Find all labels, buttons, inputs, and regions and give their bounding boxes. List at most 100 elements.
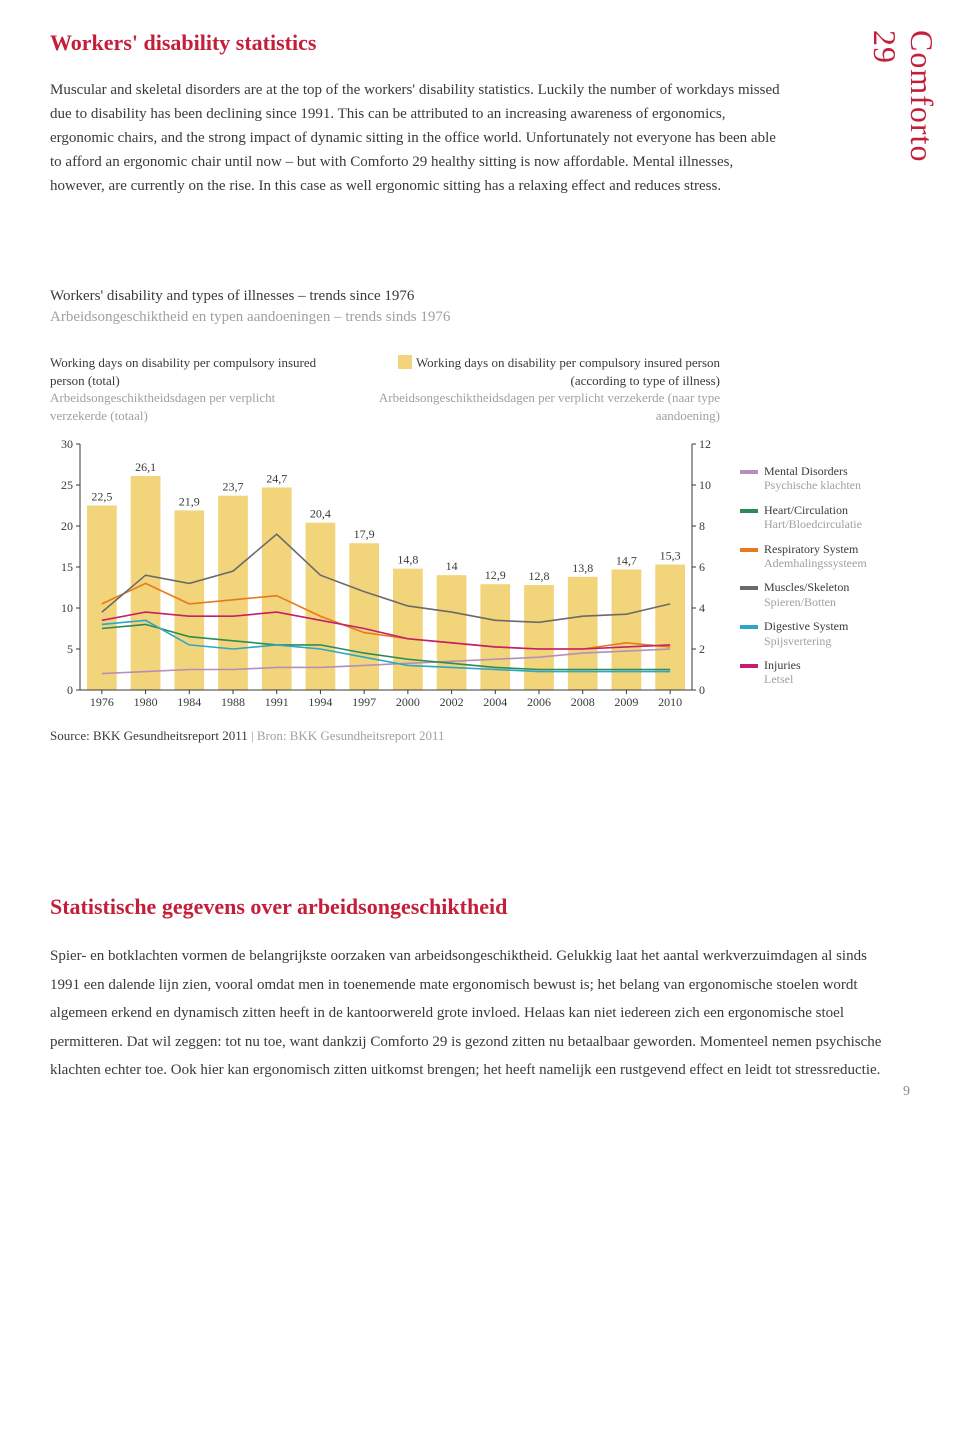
svg-text:10: 10	[699, 478, 711, 492]
legend-nl: Spieren/Botten	[764, 595, 849, 609]
svg-text:24,7: 24,7	[266, 472, 287, 486]
left-axis-nl: Arbeidsongeschiktheidsdagen per verplich…	[50, 389, 330, 424]
legend-text: InjuriesLetsel	[764, 658, 801, 687]
legend-en: Digestive System	[764, 619, 848, 633]
legend: Mental DisordersPsychische klachten Heart…	[740, 354, 890, 697]
svg-text:12: 12	[699, 437, 711, 451]
legend-swatch-icon	[740, 509, 758, 513]
left-axis-en: Working days on disability per compulsor…	[50, 354, 330, 389]
chart-svg: 22,5 26,1 21,9 23,7 24,7 20,4 17,9 14,8 14 12,9 12…	[50, 430, 720, 710]
svg-text:2009: 2009	[614, 695, 638, 709]
legend-swatch-icon	[740, 586, 758, 590]
svg-text:20: 20	[61, 519, 73, 533]
right-axis-en-text: Working days on disability per compulsor…	[416, 355, 720, 388]
svg-text:4: 4	[699, 601, 705, 615]
heading-nl: Statistische gegevens over arbeidsongesc…	[50, 894, 890, 920]
svg-text:2000: 2000	[396, 695, 420, 709]
chart-block: Working days on disability per compulsor…	[50, 354, 720, 744]
svg-text:2002: 2002	[440, 695, 464, 709]
legend-en: Heart/Circulation	[764, 503, 862, 517]
legend-nl: Letsel	[764, 672, 801, 686]
chart-title-en: Workers' disability and types of illness…	[50, 288, 890, 305]
legend-en: Respiratory System	[764, 542, 867, 556]
left-axis-header: Working days on disability per compulsor…	[50, 354, 330, 424]
legend-en: Injuries	[764, 658, 801, 672]
bar-swatch-icon	[398, 355, 412, 369]
legend-en: Mental Disorders	[764, 464, 861, 478]
svg-text:22,5: 22,5	[91, 490, 112, 504]
legend-item: InjuriesLetsel	[740, 658, 890, 687]
legend-item: Muscles/SkeletonSpieren/Botten	[740, 580, 890, 609]
chart-title-nl: Arbeidsongeschiktheid en typen aandoenin…	[50, 309, 890, 326]
legend-nl: Ademhalingssysteem	[764, 556, 867, 570]
svg-text:13,8: 13,8	[572, 561, 593, 575]
body-text-en: Muscular and skeletal disorders are at t…	[50, 78, 790, 198]
legend-text: Mental DisordersPsychische klachten	[764, 464, 861, 493]
svg-text:5: 5	[67, 642, 73, 656]
svg-text:2008: 2008	[571, 695, 595, 709]
legend-text: Respiratory SystemAdemhalingssysteem	[764, 542, 867, 571]
legend-nl: Spijsvertering	[764, 634, 848, 648]
legend-swatch-icon	[740, 664, 758, 668]
svg-text:1997: 1997	[352, 695, 376, 709]
legend-swatch-icon	[740, 548, 758, 552]
svg-text:14,8: 14,8	[397, 553, 418, 567]
legend-item: Heart/CirculationHart/Bloedcirculatie	[740, 503, 890, 532]
svg-text:30: 30	[61, 437, 73, 451]
source-en: Source: BKK Gesundheitsreport 2011	[50, 728, 248, 743]
heading-en: Workers' disability statistics	[50, 30, 890, 56]
svg-text:1976: 1976	[90, 695, 114, 709]
chart-source: Source: BKK Gesundheitsreport 2011 | Bro…	[50, 728, 720, 744]
svg-text:25: 25	[61, 478, 73, 492]
legend-text: Muscles/SkeletonSpieren/Botten	[764, 580, 849, 609]
svg-text:2: 2	[699, 642, 705, 656]
right-axis-header: Working days on disability per compulsor…	[370, 354, 720, 424]
svg-text:1991: 1991	[265, 695, 289, 709]
plot-area: 22,5 26,1 21,9 23,7 24,7 20,4 17,9 14,8 14 12,9 12…	[50, 430, 720, 710]
svg-text:15,3: 15,3	[660, 549, 681, 563]
legend-item: Digestive SystemSpijsvertering	[740, 619, 890, 648]
chart-section: Workers' disability and types of illness…	[50, 288, 890, 744]
brand-vertical: Comforto 29	[866, 30, 940, 198]
legend-item: Mental DisordersPsychische klachten	[740, 464, 890, 493]
chart-wrap: Working days on disability per compulsor…	[50, 354, 890, 744]
svg-text:6: 6	[699, 560, 705, 574]
legend-text: Heart/CirculationHart/Bloedcirculatie	[764, 503, 862, 532]
svg-text:23,7: 23,7	[223, 480, 244, 494]
svg-text:12,9: 12,9	[485, 568, 506, 582]
right-axis-en: Working days on disability per compulsor…	[370, 354, 720, 389]
legend-item: Respiratory SystemAdemhalingssysteem	[740, 542, 890, 571]
svg-text:2004: 2004	[483, 695, 507, 709]
legend-text: Digestive SystemSpijsvertering	[764, 619, 848, 648]
svg-text:0: 0	[67, 683, 73, 697]
svg-text:10: 10	[61, 601, 73, 615]
page-number: 9	[903, 1084, 910, 1100]
legend-nl: Psychische klachten	[764, 478, 861, 492]
svg-text:1980: 1980	[134, 695, 158, 709]
top-section: Comforto 29 Workers' disability statisti…	[50, 30, 890, 198]
source-nl: Bron: BKK Gesundheitsreport 2011	[257, 728, 445, 743]
svg-text:21,9: 21,9	[179, 495, 200, 509]
svg-text:15: 15	[61, 560, 73, 574]
svg-text:20,4: 20,4	[310, 507, 331, 521]
svg-text:14,7: 14,7	[616, 554, 637, 568]
svg-text:1994: 1994	[308, 695, 332, 709]
legend-swatch-icon	[740, 625, 758, 629]
svg-text:17,9: 17,9	[354, 527, 375, 541]
legend-en: Muscles/Skeleton	[764, 580, 849, 594]
axis-headers: Working days on disability per compulsor…	[50, 354, 720, 424]
svg-text:8: 8	[699, 519, 705, 533]
legend-nl: Hart/Bloedcirculatie	[764, 517, 862, 531]
svg-text:1988: 1988	[221, 695, 245, 709]
svg-text:26,1: 26,1	[135, 460, 156, 474]
svg-text:2010: 2010	[658, 695, 682, 709]
body-text-nl: Spier- en botklachten vormen de belangri…	[50, 942, 890, 1085]
legend-swatch-icon	[740, 470, 758, 474]
svg-text:12,8: 12,8	[529, 569, 550, 583]
svg-text:0: 0	[699, 683, 705, 697]
svg-text:2006: 2006	[527, 695, 551, 709]
svg-text:14: 14	[446, 559, 458, 573]
bottom-section: Statistische gegevens over arbeidsongesc…	[50, 894, 890, 1085]
svg-text:1984: 1984	[177, 695, 201, 709]
right-axis-nl: Arbeidsongeschiktheidsdagen per verplich…	[370, 389, 720, 424]
